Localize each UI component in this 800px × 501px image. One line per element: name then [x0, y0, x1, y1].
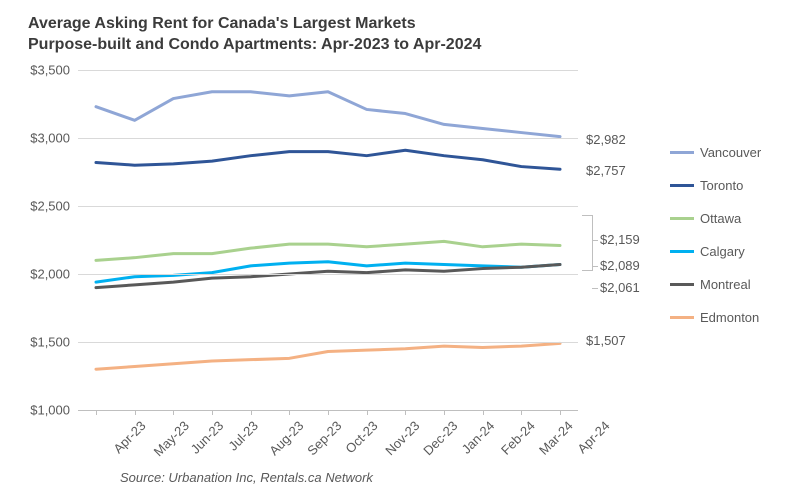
- legend-item-ottawa: Ottawa: [670, 211, 761, 226]
- x-tick: [173, 410, 174, 415]
- x-tick-label: Mar-24: [536, 418, 576, 458]
- legend-item-toronto: Toronto: [670, 178, 761, 193]
- source-text: Source: Urbanation Inc, Rentals.ca Netwo…: [120, 470, 373, 485]
- gridline: [78, 274, 578, 275]
- legend-swatch: [670, 250, 694, 253]
- series-ottawa: [96, 241, 560, 260]
- legend-label: Toronto: [700, 178, 743, 193]
- plot-area: $1,000$1,500$2,000$2,500$3,000$3,500Apr-…: [78, 70, 578, 410]
- x-tick: [289, 410, 290, 415]
- x-tick: [135, 410, 136, 415]
- title-line-1: Average Asking Rent for Canada's Largest…: [28, 14, 481, 35]
- x-tick-label: Feb-24: [498, 418, 538, 458]
- end-label-vancouver: $2,982: [586, 132, 626, 147]
- legend-label: Edmonton: [700, 310, 759, 325]
- x-tick: [251, 410, 252, 415]
- legend: Vancouver Toronto Ottawa Calgary Montreal Edm…: [670, 145, 761, 343]
- legend-label: Montreal: [700, 277, 751, 292]
- y-tick-label: $1,000: [10, 403, 70, 418]
- legend-label: Calgary: [700, 244, 745, 259]
- legend-item-calgary: Calgary: [670, 244, 761, 259]
- legend-swatch: [670, 184, 694, 187]
- x-tick-label: Jul-23: [225, 418, 261, 454]
- y-tick-label: $2,000: [10, 267, 70, 282]
- end-label-montreal: $2,061: [600, 280, 640, 295]
- bracket-connector: [592, 288, 598, 289]
- legend-swatch: [670, 151, 694, 154]
- cluster-bracket: [582, 215, 593, 271]
- end-label-calgary: $2,089: [600, 258, 640, 273]
- x-tick: [328, 410, 329, 415]
- x-tick: [405, 410, 406, 415]
- gridline: [78, 206, 578, 207]
- y-tick-label: $2,500: [10, 199, 70, 214]
- x-tick: [444, 410, 445, 415]
- legend-label: Ottawa: [700, 211, 741, 226]
- x-tick-label: Jun-23: [188, 418, 227, 457]
- x-tick-label: Apr-24: [574, 418, 612, 456]
- chart-title: Average Asking Rent for Canada's Largest…: [28, 14, 481, 56]
- title-line-2: Purpose-built and Condo Apartments: Apr-…: [28, 35, 481, 56]
- x-tick-label: Sep-23: [305, 418, 345, 458]
- x-tick-label: Dec-23: [421, 418, 461, 458]
- end-label-toronto: $2,757: [586, 163, 626, 178]
- x-tick: [367, 410, 368, 415]
- legend-swatch: [670, 316, 694, 319]
- gridline: [78, 342, 578, 343]
- x-tick-label: Aug-23: [266, 418, 306, 458]
- y-tick-label: $1,500: [10, 335, 70, 350]
- y-tick-label: $3,000: [10, 131, 70, 146]
- legend-item-vancouver: Vancouver: [670, 145, 761, 160]
- legend-swatch: [670, 217, 694, 220]
- y-tick-label: $3,500: [10, 63, 70, 78]
- end-label-ottawa: $2,159: [600, 232, 640, 247]
- series-toronto: [96, 150, 560, 169]
- legend-swatch: [670, 283, 694, 286]
- line-series-svg: [78, 70, 578, 410]
- rent-chart: Average Asking Rent for Canada's Largest…: [0, 0, 800, 501]
- gridline: [78, 138, 578, 139]
- gridline: [78, 70, 578, 71]
- series-vancouver: [96, 92, 560, 137]
- x-tick: [560, 410, 561, 415]
- legend-item-montreal: Montreal: [670, 277, 761, 292]
- x-tick: [212, 410, 213, 415]
- legend-label: Vancouver: [700, 145, 761, 160]
- x-tick-label: Nov-23: [382, 418, 422, 458]
- series-edmonton: [96, 343, 560, 369]
- x-tick: [521, 410, 522, 415]
- legend-item-edmonton: Edmonton: [670, 310, 761, 325]
- x-tick-label: Oct-23: [342, 418, 380, 456]
- x-tick-label: May-23: [150, 418, 191, 459]
- x-tick-label: Jan-24: [459, 418, 498, 457]
- end-label-edmonton: $1,507: [586, 333, 626, 348]
- x-tick: [483, 410, 484, 415]
- x-tick: [96, 410, 97, 415]
- x-tick-label: Apr-23: [110, 418, 148, 456]
